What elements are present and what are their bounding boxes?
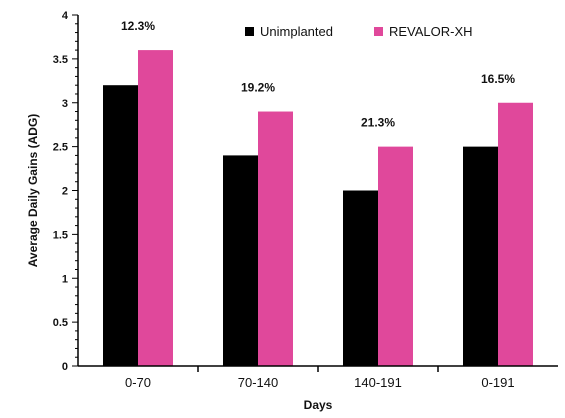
bar-unimplanted: [103, 85, 138, 366]
y-axis-ticks: 0 0.5 1 1.5 2 2.5 3 3.5 4: [53, 10, 78, 373]
x-category-label: 0-191: [481, 375, 514, 390]
bar-unimplanted: [223, 155, 258, 366]
annotations-group: 12.3% 19.2% 21.3% 16.5%: [121, 19, 515, 130]
y-tick-label: 4: [62, 10, 69, 22]
y-tick-label: 1: [62, 273, 68, 285]
y-tick-label: 3: [62, 98, 68, 110]
bar-unimplanted: [343, 190, 378, 366]
percent-annotation: 16.5%: [481, 72, 515, 86]
y-tick-label: 2: [62, 186, 68, 198]
legend-label-unimplanted: Unimplanted: [260, 24, 333, 39]
bars-group: [103, 50, 533, 367]
percent-annotation: 21.3%: [361, 116, 395, 130]
y-tick-label: 2.5: [53, 142, 68, 154]
legend: Unimplanted REVALOR-XH: [245, 24, 473, 39]
legend-swatch-revalor-xh: [374, 27, 383, 36]
percent-annotation: 12.3%: [121, 19, 155, 33]
x-category-label: 0-70: [125, 375, 151, 390]
y-tick-label: 0.5: [53, 317, 68, 329]
bar-revalor-xh: [138, 50, 173, 366]
legend-swatch-unimplanted: [245, 27, 254, 36]
x-axis-ticks: 0-70 70-140 140-191 0-191: [125, 366, 515, 390]
y-tick-label: 3.5: [53, 54, 68, 66]
bar-revalor-xh: [498, 102, 533, 366]
bar-revalor-xh: [378, 146, 413, 366]
y-tick-label: 0: [62, 361, 68, 373]
bar-unimplanted: [463, 146, 498, 366]
legend-label-revalor-xh: REVALOR-XH: [389, 24, 473, 39]
x-category-label: 70-140: [238, 375, 278, 390]
bar-revalor-xh: [258, 111, 293, 367]
x-axis-title: Days: [304, 398, 333, 412]
y-axis-title: Average Daily Gains (ADG): [26, 114, 40, 268]
y-tick-label: 1.5: [53, 229, 68, 241]
x-category-label: 140-191: [354, 375, 402, 390]
percent-annotation: 19.2%: [241, 81, 275, 95]
